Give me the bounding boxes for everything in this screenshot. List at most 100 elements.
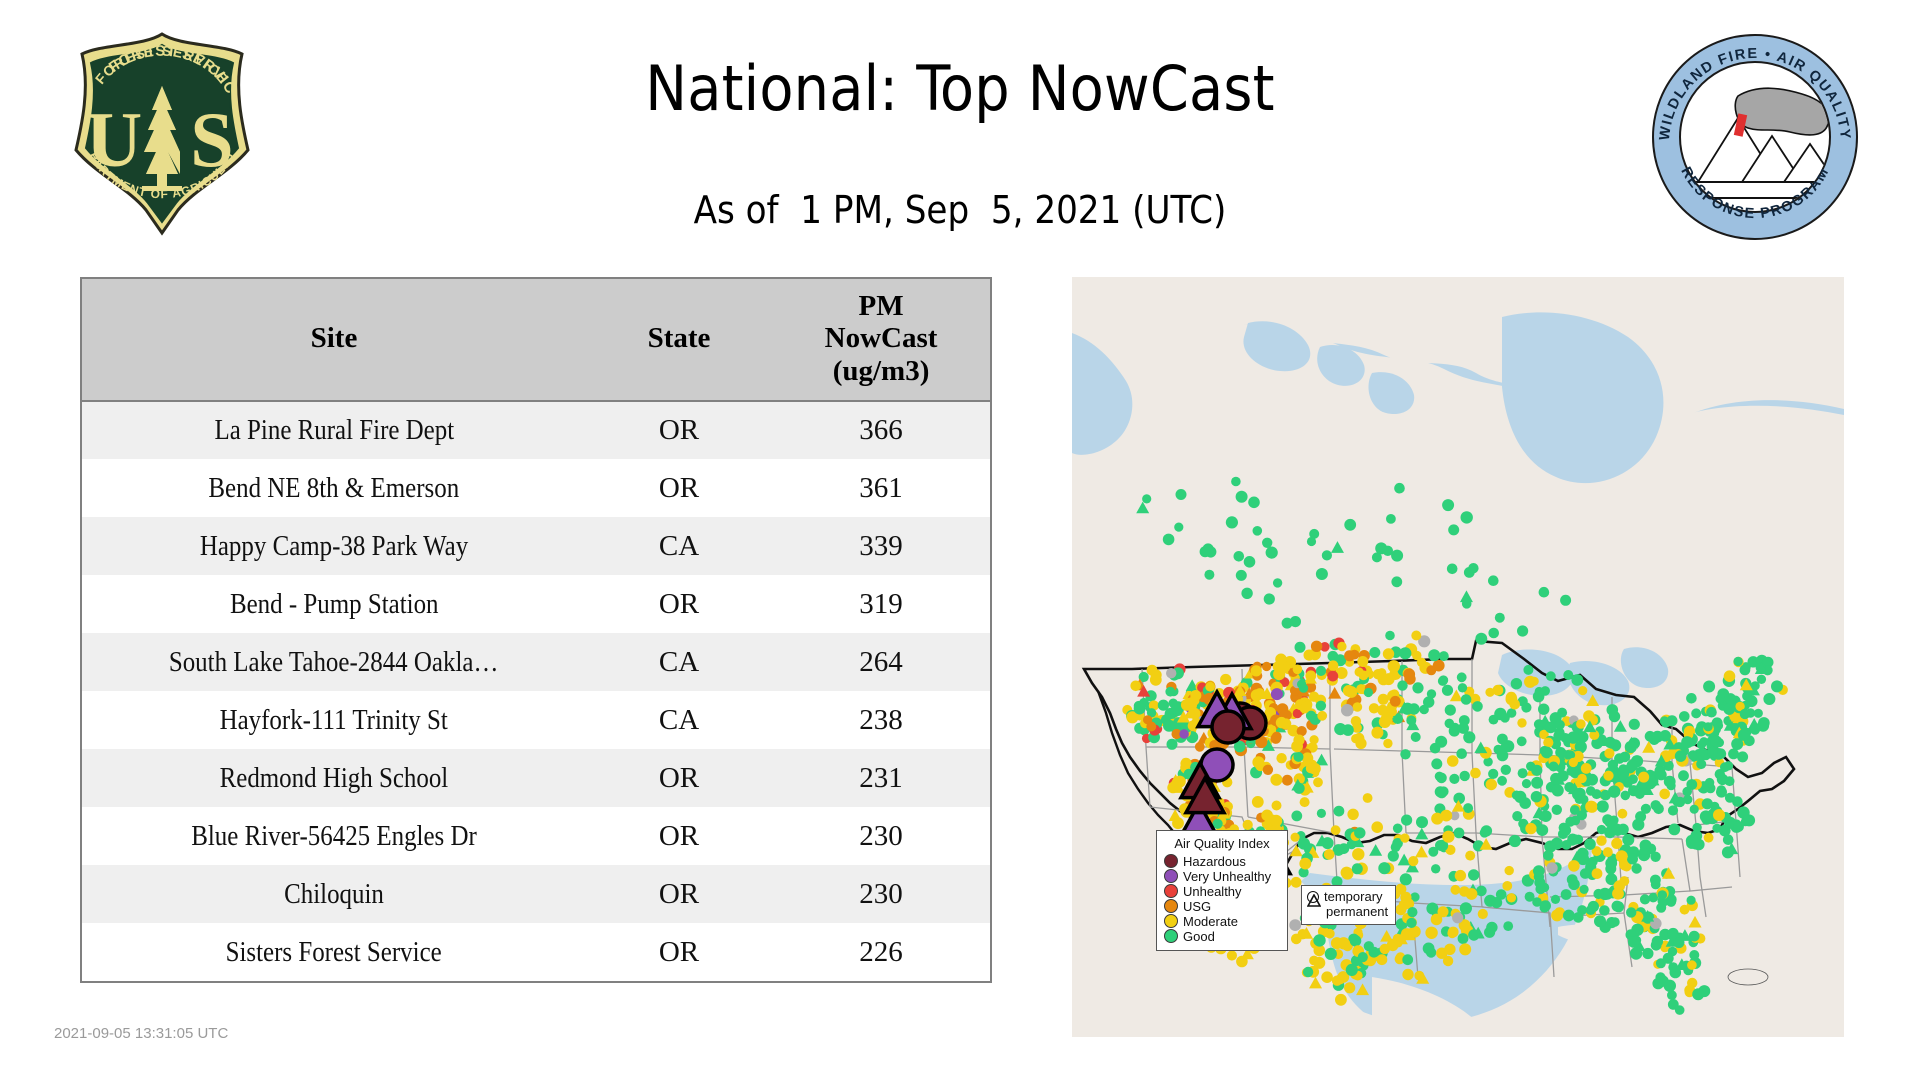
map-monitor-dot [1235,569,1247,581]
map-monitor-dot [1309,976,1323,989]
map-monitor-dot [1204,569,1215,580]
table-row: Bend - Pump Station OR 319 [82,575,990,633]
map-monitor-dot [1349,935,1362,947]
map-monitor-dot [1449,773,1460,784]
map-monitor-dot [1233,740,1246,753]
map-monitor-dot [1362,793,1373,803]
map-monitor-dot [1496,749,1509,762]
map-monitor-dot [1450,884,1461,895]
legend-item: Unhealthy [1164,884,1280,898]
map-monitor-dot [1691,708,1702,719]
map-monitor-dot [1171,703,1184,716]
map-monitor-dot [1448,524,1460,536]
map-monitor-dot [1415,845,1429,858]
map-monitor-dot [1654,765,1666,777]
map-monitor-dot [1743,814,1756,827]
map-monitor-dot [1403,898,1415,910]
map-monitor-dot [1394,932,1408,945]
map-monitor-dot [1313,956,1326,969]
map-monitor-dot [1335,974,1346,985]
map-monitor-dot [1327,670,1339,682]
map-monitor-dot [1387,706,1397,717]
map-monitor-dot [1333,805,1345,817]
map-monitor-dot [1382,673,1395,686]
map-monitor-dot [1563,670,1574,680]
map-monitor-dot [1689,950,1700,960]
map-monitor-dot [1382,648,1395,660]
air-quality-map[interactable]: Air Quality Index Hazardous Very Unhealth… [1072,277,1844,1037]
map-monitor-dot [1290,876,1302,888]
map-monitor-dot [1317,710,1328,721]
map-monitor-dot [1474,741,1488,754]
map-monitor-dot [1620,790,1631,801]
map-monitor-dot [1287,724,1300,737]
map-monitor-dot [1378,715,1391,728]
column-header-state: State [585,279,773,402]
map-monitor-dot [1459,590,1473,603]
legend-item: Hazardous [1164,854,1280,868]
map-monitor-dot [1754,662,1768,675]
legend-item-label: Unhealthy [1183,883,1242,899]
map-monitor-dot [1463,731,1476,744]
map-monitor-dot [1240,947,1254,960]
map-monitor-dot [1683,794,1693,805]
map-monitor-dot [1377,693,1389,705]
map-monitor-dot [1305,710,1317,721]
cell-pm-nowcast: 264 [859,645,903,678]
map-monitor-dot [1491,897,1503,909]
map-monitor-dot [1330,541,1344,553]
map-monitor-dot [1626,759,1639,772]
legend-monitor-type: temporary permanent [1301,885,1397,925]
map-monitor-dot [1315,834,1329,847]
map-monitor-dot [1281,617,1293,629]
column-header-pm-nowcast: PM NowCast (ug/m3) [772,279,990,402]
map-monitor-dot [1749,724,1761,735]
map-monitor-dot [1696,759,1707,770]
cell-site: South Lake Tahoe-2844 Oakla… [169,645,499,678]
map-monitor-dot [1313,777,1323,788]
map-monitor-dot [1690,838,1702,850]
map-monitor-dot [1641,909,1655,922]
map-monitor-dot [1571,674,1584,686]
map-monitor-dot [1430,913,1443,926]
cell-state: OR [658,935,700,968]
cell-state: OR [658,471,700,504]
map-top-site-marker[interactable] [1210,709,1246,745]
map-monitor-dot [1550,894,1561,905]
map-monitor-dot [1524,891,1535,902]
map-monitor-dot [1313,934,1326,947]
legend-color-swatch-icon [1164,869,1178,883]
map-monitor-dot [1624,740,1637,754]
map-monitor-dot [1611,900,1623,912]
map-monitor-dot [1226,950,1237,961]
map-monitor-dot [1747,656,1759,668]
map-monitor-dot [1136,501,1150,514]
map-monitor-dot [1410,892,1420,902]
map-monitor-dot [1576,852,1590,866]
map-monitor-dot [1771,680,1783,693]
map-monitor-dot [1356,983,1370,996]
cell-state: CA [658,529,700,562]
map-monitor-dot [1276,753,1287,764]
map-monitor-dot [1301,752,1314,764]
map-top-site-marker[interactable] [1183,774,1227,815]
map-monitor-dot [1576,810,1587,821]
map-monitor-dot [1138,671,1149,683]
map-monitor-dot [1532,897,1542,907]
column-header-pm-line2: NowCast [824,322,938,355]
map-monitor-dot [1561,840,1572,850]
map-monitor-dot [1762,656,1774,668]
map-monitor-dot [1378,862,1391,875]
map-monitor-dot [1263,593,1275,605]
map-monitor-dot [1497,733,1508,745]
svg-text:S: S [190,96,233,183]
cell-state: OR [658,414,700,446]
map-monitor-dot [1351,734,1361,744]
map-monitor-dot [1642,740,1656,753]
map-monitor-dot [1511,790,1522,800]
map-monitor-dot [1628,774,1638,784]
map-monitor-dot [1728,748,1739,760]
map-monitor-dot [1453,792,1465,805]
map-monitor-dot [1591,846,1602,857]
wfaqrp-logo-icon: WILDLAND FIRE • AIR QUALITY RESPONSE PRO… [1650,32,1860,242]
